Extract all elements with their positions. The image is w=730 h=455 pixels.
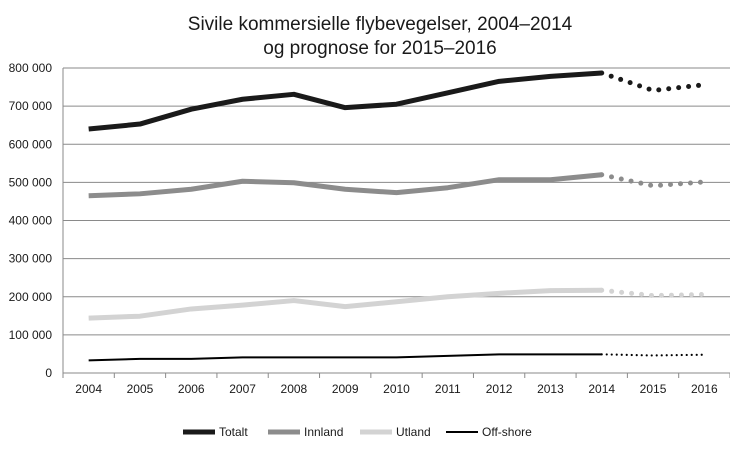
y-tick-label: 600 000 [9,137,53,151]
x-tick-label: 2007 [229,382,256,396]
legend-label-off-shore: Off-shore [482,425,532,439]
series-forecast-totalt [599,70,707,93]
x-tick-label: 2012 [486,382,513,396]
legend-label-utland: Utland [396,425,431,439]
legend: Totalt Innland Utland Off-shore [183,425,532,439]
series-line-off-shore [88,353,602,362]
chart-title-line-1: Sivile kommersielle flybevegelser, 2004–… [188,14,573,35]
y-tick-label: 400 000 [9,214,53,228]
x-tick-label: 2009 [332,382,359,396]
x-tick-label: 2010 [383,382,410,396]
x-tick-label: 2011 [435,382,461,396]
x-tick-label: 2004 [75,382,102,396]
legend-label-totalt: Totalt [219,425,248,439]
gridlines [63,67,730,336]
y-tick-label: 200 000 [9,290,53,304]
axes: 0 100 000 200 000 300 000 400 000 500 000 600 … [9,61,730,396]
series-line-innland [88,172,602,199]
chart-title-line-2: og prognose for 2015–2016 [263,38,496,59]
x-tick-label: 2014 [588,382,615,396]
series-forecast-utland [599,287,707,299]
y-tick-label: 0 [45,366,52,380]
legend-label-innland: Innland [304,425,343,439]
x-tick-label: 2008 [281,382,308,396]
x-tick-label: 2006 [178,382,205,396]
series-line-totalt [88,70,602,132]
y-tick-label: 700 000 [9,99,53,113]
x-tick-label: 2005 [127,382,154,396]
y-tick-label: 500 000 [9,175,53,189]
series-forecast-innland [599,172,707,189]
series-lines [88,70,707,362]
series-line-utland [88,287,602,321]
y-tick-label: 800 000 [9,61,53,75]
x-tick-label: 2016 [691,382,718,396]
y-tick-label: 300 000 [9,252,53,266]
series-forecast-off-shore [600,353,706,357]
x-tick-label: 2015 [640,382,667,396]
x-tick-label: 2013 [537,382,564,396]
y-tick-label: 100 000 [9,328,53,342]
